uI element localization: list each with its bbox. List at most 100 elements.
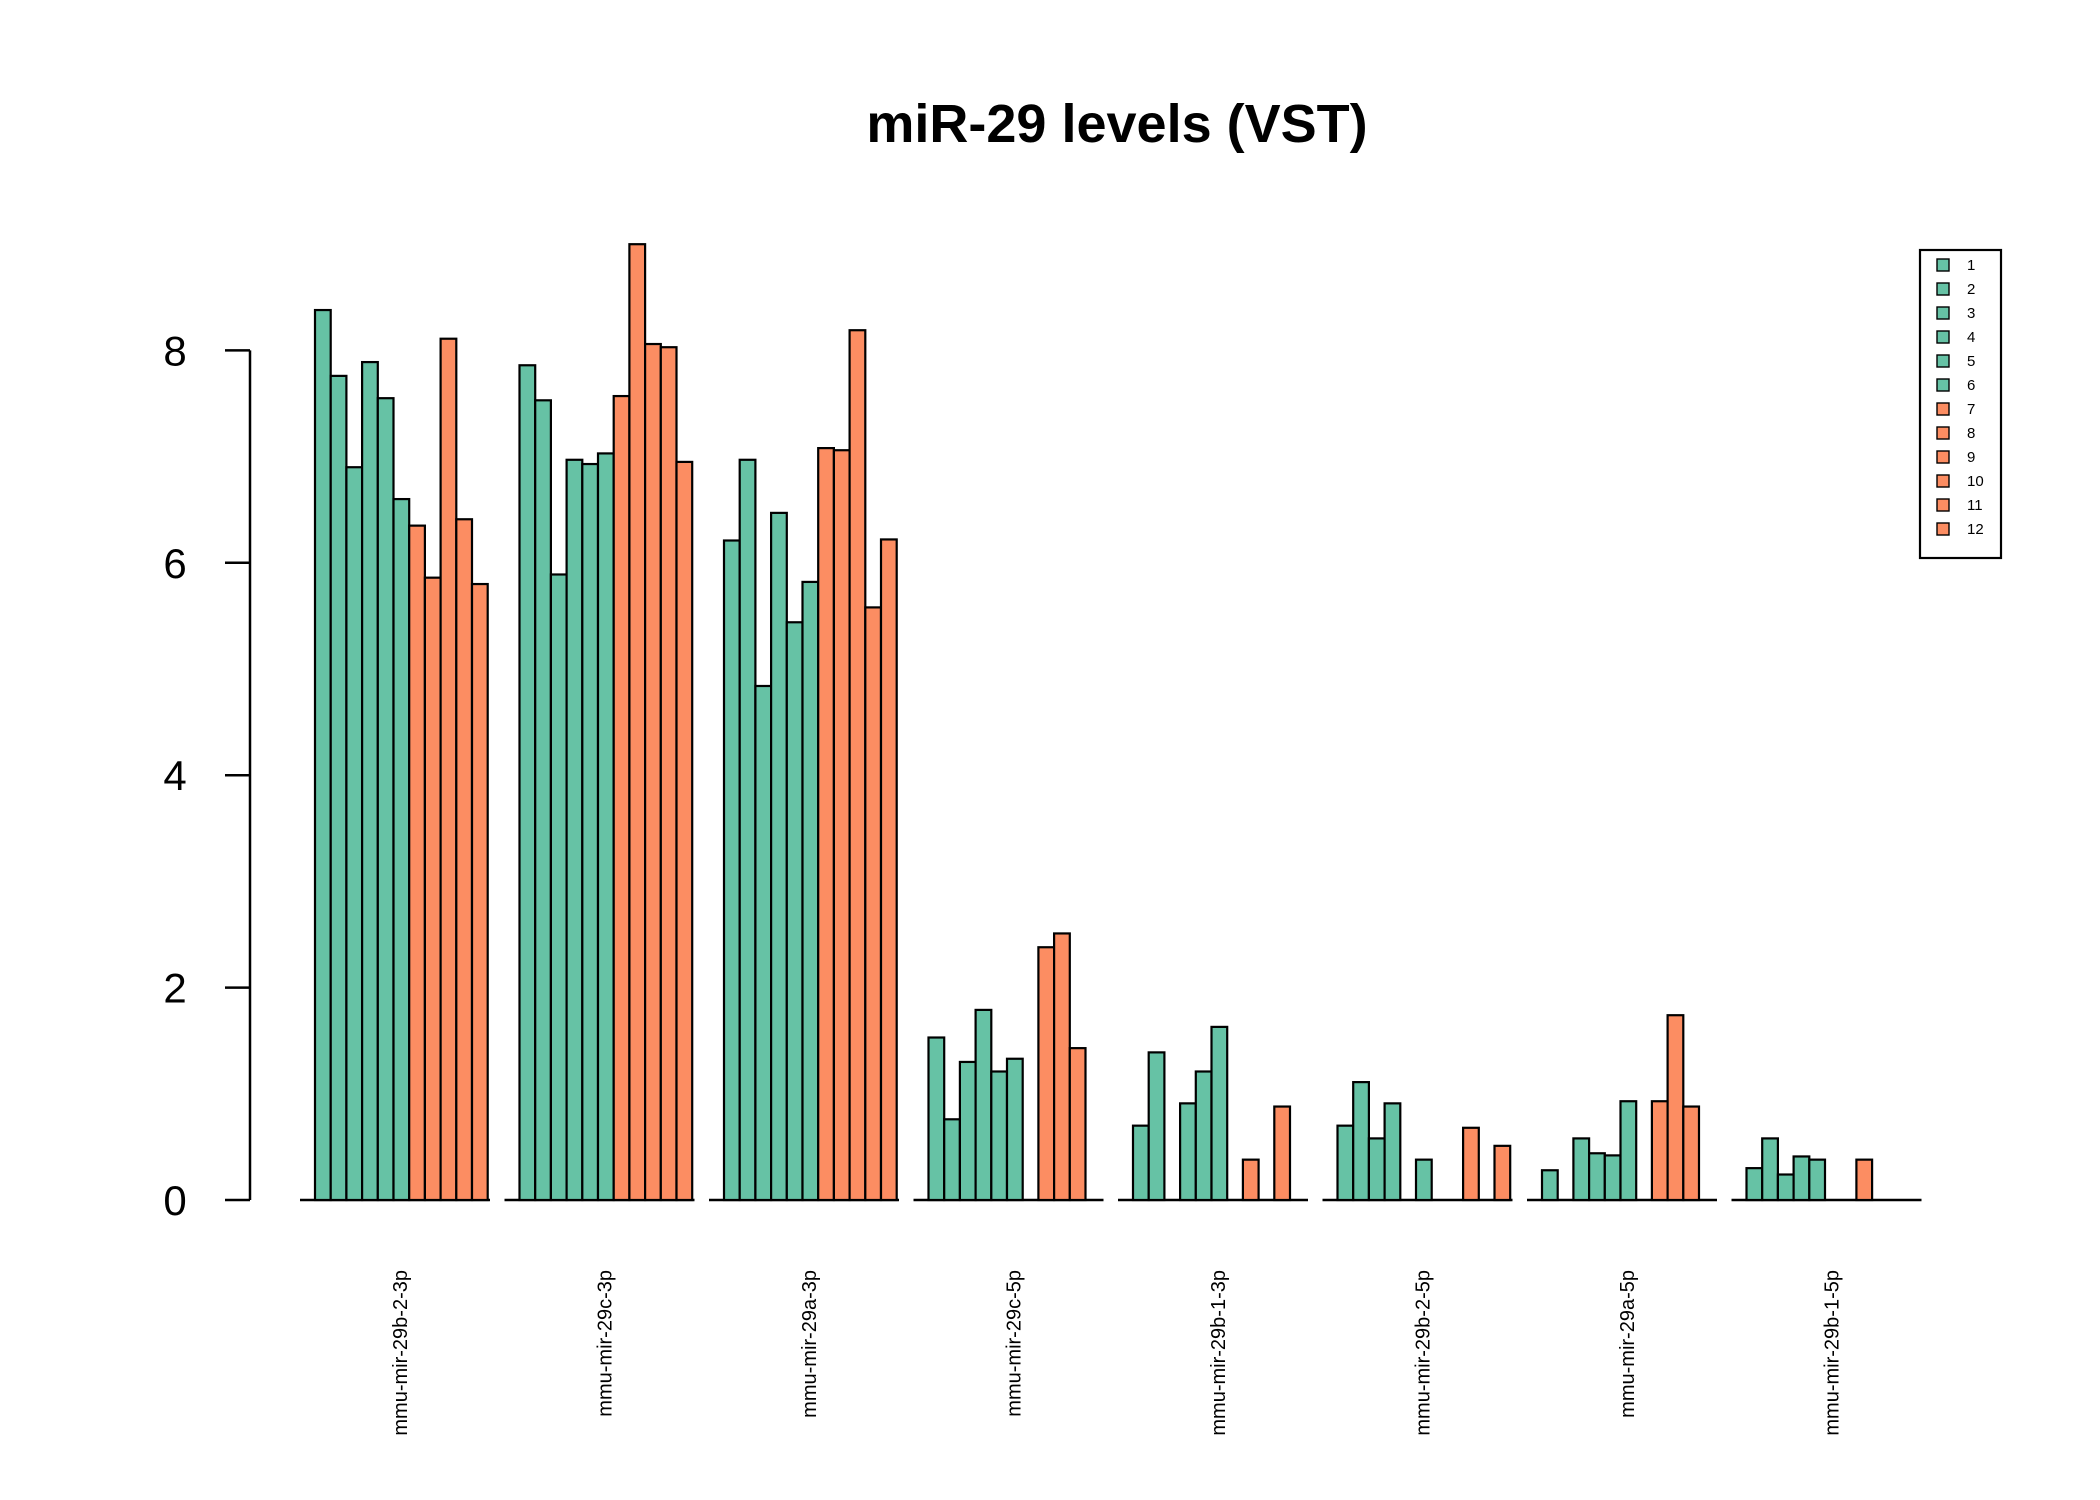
bar-mmu-mir-29c-5p-sample-9 <box>1052 932 1071 1202</box>
legend-label: 4 <box>1967 329 1975 346</box>
bar-mmu-mir-29b-2-5p-sample-3 <box>1367 1137 1386 1202</box>
bar-mmu-mir-29c-3p-sample-9 <box>643 342 662 1202</box>
bar-mmu-mir-29c-5p-sample-2 <box>943 1118 962 1202</box>
bar-mmu-mir-29a-3p-sample-8 <box>832 449 851 1202</box>
bar-mmu-mir-29b-1-5p-sample-2 <box>1761 1137 1779 1202</box>
bar-mmu-mir-29c-5p-sample-6 <box>1005 1057 1024 1202</box>
y-tick-label: 2 <box>163 965 186 1012</box>
bar-mmu-mir-29b-2-3p-sample-5 <box>376 397 395 1202</box>
legend-swatch <box>1936 306 1950 320</box>
bar-mmu-mir-29c-5p-sample-10 <box>1068 1047 1087 1202</box>
x-tick-label: mmu-mir-29a-5p <box>1617 1270 1639 1418</box>
bar-mmu-mir-29c-3p-sample-2 <box>534 399 553 1202</box>
bar-mmu-mir-29a-5p-sample-9 <box>1666 1014 1685 1202</box>
y-axis: 0 2 4 6 8 <box>163 327 252 1224</box>
bar-mmu-mir-29c-3p-sample-3 <box>549 573 568 1202</box>
x-tick-label: mmu-mir-29b-2-5p <box>1413 1270 1435 1436</box>
x-tick-label: mmu-mir-29a-3p <box>799 1270 821 1418</box>
y-tick-label: 8 <box>163 327 186 374</box>
legend-swatch <box>1936 498 1950 512</box>
bars-layer <box>313 243 1874 1202</box>
bar-mmu-mir-29b-2-3p-sample-4 <box>361 360 379 1202</box>
legend-label: 12 <box>1967 521 1984 538</box>
bar-mmu-mir-29b-1-5p-sample-8 <box>1855 1158 1874 1202</box>
bar-mmu-mir-29a-3p-sample-3 <box>754 684 773 1202</box>
bar-mmu-mir-29c-5p-sample-5 <box>990 1070 1009 1202</box>
legend-swatch <box>1936 450 1950 464</box>
legend-swatch <box>1936 522 1950 536</box>
bar-mmu-mir-29b-2-3p-sample-8 <box>423 576 442 1202</box>
bar-mmu-mir-29c-3p-sample-11 <box>675 460 694 1202</box>
legend-swatch <box>1936 354 1950 368</box>
x-tick-label: mmu-mir-29b-1-5p <box>1822 1270 1844 1436</box>
legend-swatch <box>1936 474 1950 488</box>
bar-mmu-mir-29a-5p-sample-6 <box>1619 1100 1638 1202</box>
bar-mmu-mir-29c-5p-sample-4 <box>974 1008 993 1202</box>
bar-mmu-mir-29b-2-3p-sample-6 <box>392 497 411 1202</box>
bar-mmu-mir-29a-3p-sample-7 <box>817 447 836 1202</box>
legend-swatch <box>1936 402 1950 416</box>
x-tick-label: mmu-mir-29c-3p <box>595 1270 617 1417</box>
bar-mmu-mir-29b-1-5p-sample-5 <box>1808 1158 1827 1202</box>
chart-title: miR-29 levels (VST) <box>866 94 1367 154</box>
bar-mmu-mir-29c-5p-sample-1 <box>927 1036 946 1202</box>
legend-label: 11 <box>1967 497 1983 514</box>
bar-mmu-mir-29a-5p-sample-1 <box>1540 1169 1559 1202</box>
bar-mmu-mir-29b-2-3p-sample-11 <box>470 582 489 1202</box>
bar-mmu-mir-29a-5p-sample-5 <box>1603 1154 1622 1202</box>
y-tick-label: 4 <box>163 752 186 799</box>
bar-mmu-mir-29a-5p-sample-3 <box>1572 1137 1591 1202</box>
bar-mmu-mir-29b-1-5p-sample-3 <box>1776 1173 1795 1202</box>
legend-label: 9 <box>1967 449 1975 466</box>
bar-mmu-mir-29b-2-3p-sample-9 <box>439 337 458 1202</box>
legend-label: 6 <box>1967 377 1975 394</box>
bar-mmu-mir-29c-3p-sample-6 <box>596 452 615 1202</box>
legend-swatch <box>1936 258 1950 272</box>
legend-label: 1 <box>1967 257 1975 274</box>
bar-mmu-mir-29b-2-5p-sample-11 <box>1493 1144 1512 1202</box>
y-tick-label: 6 <box>163 540 186 587</box>
y-tick-label: 0 <box>163 1177 186 1224</box>
bar-mmu-mir-29c-5p-sample-8 <box>1037 946 1056 1202</box>
bar-mmu-mir-29b-2-5p-sample-1 <box>1336 1124 1355 1202</box>
bar-mmu-mir-29b-1-3p-sample-5 <box>1194 1070 1213 1202</box>
legend-box <box>1918 248 2003 560</box>
bar-mmu-mir-29b-2-3p-sample-7 <box>408 524 427 1202</box>
bar-mmu-mir-29a-3p-sample-9 <box>848 329 867 1202</box>
x-tick-labels: mmu-mir-29b-2-3p mmu-mir-29c-3p mmu-mir-29… <box>390 1270 1844 1436</box>
bar-mmu-mir-29b-1-3p-sample-6 <box>1210 1025 1229 1202</box>
bar-mmu-mir-29c-3p-sample-1 <box>518 364 537 1202</box>
bar-mmu-mir-29b-1-5p-sample-1 <box>1745 1167 1764 1202</box>
bar-mmu-mir-29a-3p-sample-6 <box>801 580 820 1202</box>
bar-mmu-mir-29c-3p-sample-10 <box>659 346 678 1202</box>
x-tick-label: mmu-mir-29b-1-3p <box>1208 1270 1230 1436</box>
bar-mmu-mir-29a-5p-sample-8 <box>1650 1100 1669 1202</box>
bar-mmu-mir-29b-1-3p-sample-10 <box>1273 1105 1292 1202</box>
bar-mmu-mir-29b-2-5p-sample-4 <box>1383 1102 1402 1202</box>
bar-mmu-mir-29a-5p-sample-4 <box>1587 1152 1606 1202</box>
bar-mmu-mir-29c-3p-sample-8 <box>628 243 647 1202</box>
bar-mmu-mir-29a-3p-sample-4 <box>769 511 788 1202</box>
legend-swatch <box>1936 282 1950 296</box>
bar-mmu-mir-29b-1-3p-sample-4 <box>1178 1102 1197 1202</box>
bar-mmu-mir-29a-3p-sample-10 <box>864 606 883 1202</box>
bar-mmu-mir-29a-3p-sample-2 <box>738 458 757 1202</box>
bar-mmu-mir-29b-2-5p-sample-6 <box>1414 1158 1433 1202</box>
bar-mmu-mir-29b-1-3p-sample-8 <box>1241 1158 1260 1202</box>
legend-swatch <box>1936 330 1950 344</box>
bar-mmu-mir-29b-1-3p-sample-2 <box>1147 1051 1166 1202</box>
bar-mmu-mir-29c-3p-sample-7 <box>612 394 631 1202</box>
bar-mmu-mir-29b-1-5p-sample-4 <box>1792 1155 1811 1202</box>
x-tick-label: mmu-mir-29c-5p <box>1004 1270 1026 1417</box>
x-tick-label: mmu-mir-29b-2-3p <box>390 1270 412 1436</box>
legend-label: 7 <box>1967 401 1975 418</box>
bar-mmu-mir-29b-2-3p-sample-2 <box>329 374 348 1202</box>
bar-mmu-mir-29a-3p-sample-1 <box>722 539 741 1202</box>
bar-mmu-mir-29b-2-3p-sample-3 <box>345 466 364 1202</box>
bar-mmu-mir-29c-5p-sample-3 <box>958 1060 977 1202</box>
bar-mmu-mir-29b-2-3p-sample-10 <box>455 518 474 1202</box>
bar-mmu-mir-29a-5p-sample-10 <box>1682 1105 1701 1202</box>
bar-mmu-mir-29b-1-3p-sample-1 <box>1131 1124 1150 1202</box>
